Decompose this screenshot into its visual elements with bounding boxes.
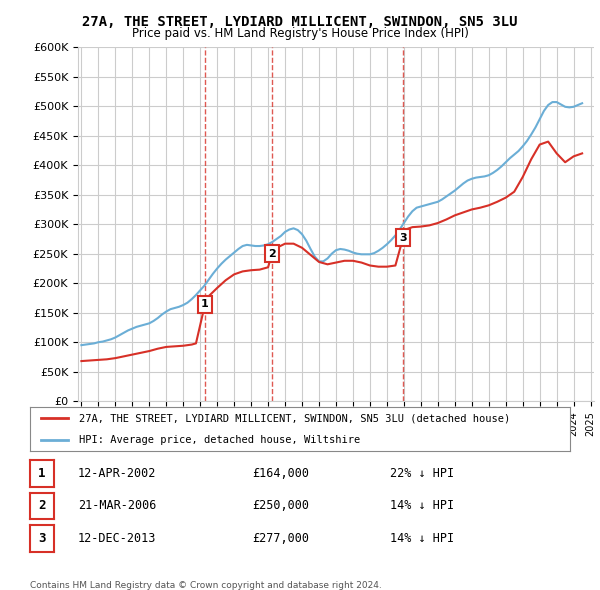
Text: 12-APR-2002: 12-APR-2002 bbox=[78, 467, 157, 480]
Text: 21-MAR-2006: 21-MAR-2006 bbox=[78, 499, 157, 513]
Text: 12-DEC-2013: 12-DEC-2013 bbox=[78, 532, 157, 545]
Text: HPI: Average price, detached house, Wiltshire: HPI: Average price, detached house, Wilt… bbox=[79, 435, 360, 445]
Text: 1: 1 bbox=[38, 467, 46, 480]
Text: 3: 3 bbox=[399, 233, 407, 242]
Text: 14% ↓ HPI: 14% ↓ HPI bbox=[390, 499, 454, 513]
Text: 3: 3 bbox=[38, 532, 46, 545]
Text: Contains HM Land Registry data © Crown copyright and database right 2024.
This d: Contains HM Land Registry data © Crown c… bbox=[30, 581, 382, 590]
Text: £250,000: £250,000 bbox=[252, 499, 309, 513]
Text: 27A, THE STREET, LYDIARD MILLICENT, SWINDON, SN5 3LU (detached house): 27A, THE STREET, LYDIARD MILLICENT, SWIN… bbox=[79, 413, 510, 423]
Text: £277,000: £277,000 bbox=[252, 532, 309, 545]
Text: 2: 2 bbox=[38, 499, 46, 513]
Text: 27A, THE STREET, LYDIARD MILLICENT, SWINDON, SN5 3LU: 27A, THE STREET, LYDIARD MILLICENT, SWIN… bbox=[82, 15, 518, 29]
Text: 2: 2 bbox=[268, 249, 276, 258]
Text: £164,000: £164,000 bbox=[252, 467, 309, 480]
Text: 1: 1 bbox=[201, 300, 209, 309]
Text: 14% ↓ HPI: 14% ↓ HPI bbox=[390, 532, 454, 545]
Text: Price paid vs. HM Land Registry's House Price Index (HPI): Price paid vs. HM Land Registry's House … bbox=[131, 27, 469, 40]
Text: 22% ↓ HPI: 22% ↓ HPI bbox=[390, 467, 454, 480]
